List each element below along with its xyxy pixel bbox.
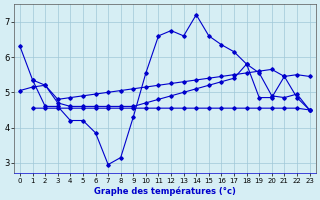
X-axis label: Graphe des températures (°c): Graphe des températures (°c) bbox=[94, 186, 236, 196]
